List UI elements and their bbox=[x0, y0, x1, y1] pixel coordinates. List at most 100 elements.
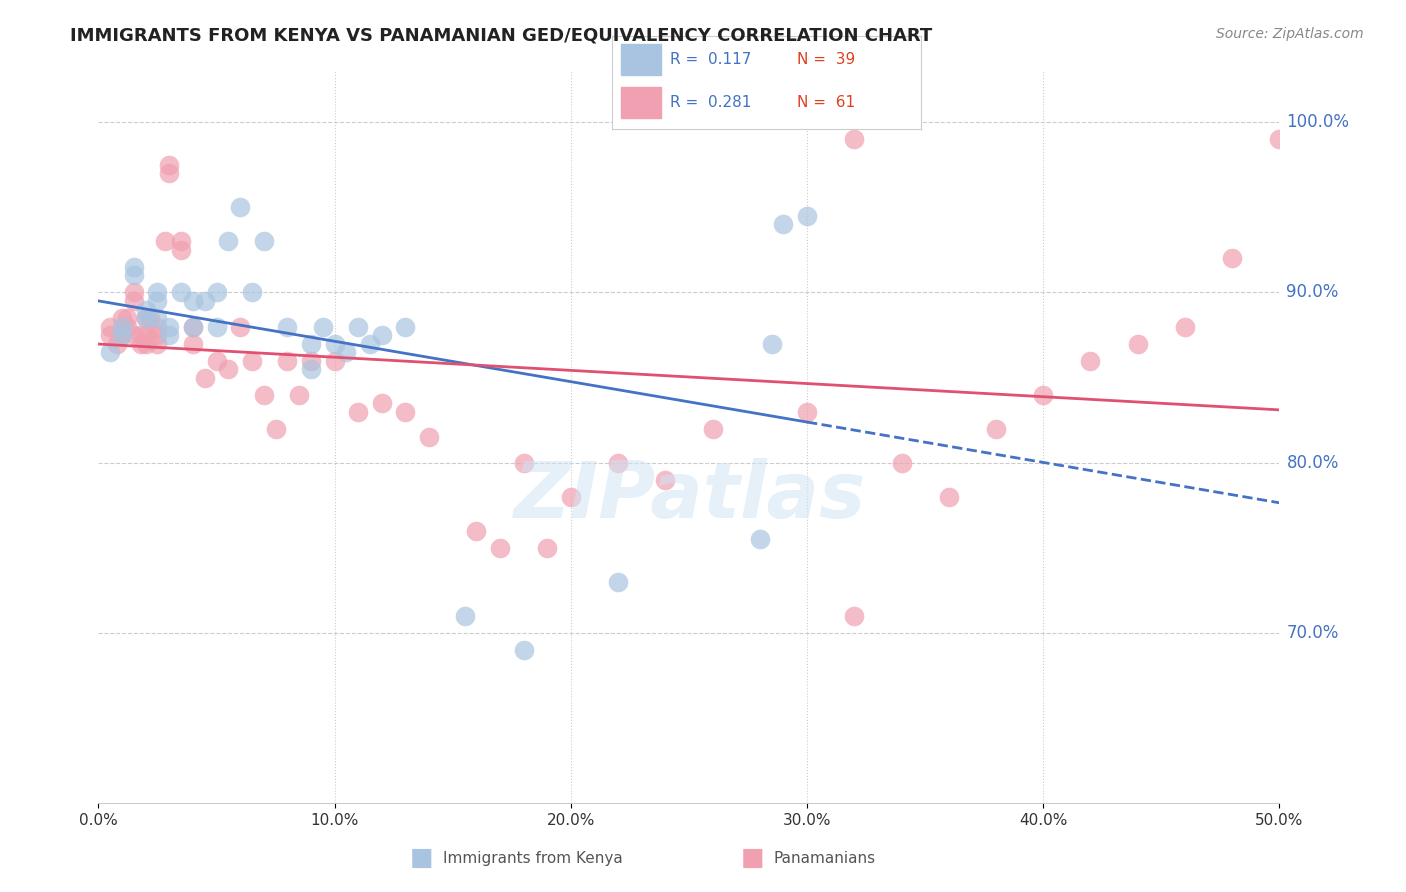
Point bbox=[371, 328, 394, 343]
Point bbox=[264, 421, 287, 435]
Point bbox=[761, 336, 783, 351]
Point bbox=[299, 362, 322, 376]
Text: ZIPatlas: ZIPatlas bbox=[513, 458, 865, 533]
Point bbox=[157, 319, 180, 334]
Text: 90.0%: 90.0% bbox=[1286, 284, 1339, 301]
Point bbox=[194, 293, 217, 308]
Point bbox=[135, 336, 157, 351]
Point bbox=[299, 336, 322, 351]
Point bbox=[984, 421, 1007, 435]
Point bbox=[122, 328, 145, 343]
Point bbox=[122, 268, 145, 283]
Point bbox=[217, 235, 239, 249]
Point bbox=[607, 574, 630, 589]
Point bbox=[129, 328, 152, 343]
Bar bbox=[621, 87, 661, 118]
Point bbox=[229, 319, 252, 334]
Point bbox=[135, 311, 157, 326]
Point bbox=[465, 524, 488, 538]
Point bbox=[153, 235, 176, 249]
Point bbox=[181, 319, 204, 334]
Text: ■: ■ bbox=[411, 847, 433, 870]
Point bbox=[205, 285, 228, 300]
Point bbox=[512, 456, 534, 470]
Text: IMMIGRANTS FROM KENYA VS PANAMANIAN GED/EQUIVALENCY CORRELATION CHART: IMMIGRANTS FROM KENYA VS PANAMANIAN GED/… bbox=[70, 27, 932, 45]
Point bbox=[359, 336, 381, 351]
Point bbox=[98, 345, 121, 359]
Point bbox=[371, 396, 394, 410]
Point bbox=[170, 235, 193, 249]
Point bbox=[135, 328, 157, 343]
Point bbox=[276, 353, 298, 368]
Point bbox=[1220, 252, 1243, 266]
Point bbox=[323, 336, 346, 351]
Point bbox=[394, 404, 416, 418]
Point bbox=[122, 293, 145, 308]
Point bbox=[181, 336, 204, 351]
Point bbox=[253, 235, 276, 249]
Point bbox=[253, 387, 276, 401]
Bar bbox=[621, 44, 661, 75]
Point bbox=[194, 370, 217, 384]
Point bbox=[135, 302, 157, 317]
Point bbox=[229, 201, 252, 215]
Point bbox=[299, 353, 322, 368]
Point bbox=[654, 473, 676, 487]
Point bbox=[560, 490, 582, 504]
Point bbox=[1080, 353, 1102, 368]
Point bbox=[122, 285, 145, 300]
Point bbox=[122, 260, 145, 274]
Point bbox=[157, 328, 180, 343]
Point bbox=[240, 353, 263, 368]
Point bbox=[1032, 387, 1054, 401]
Point bbox=[146, 285, 169, 300]
Point bbox=[205, 319, 228, 334]
Point bbox=[748, 532, 770, 546]
Point bbox=[702, 421, 724, 435]
Text: R =  0.117: R = 0.117 bbox=[671, 52, 752, 67]
Text: 100.0%: 100.0% bbox=[1286, 113, 1350, 131]
Point bbox=[938, 490, 960, 504]
Point bbox=[323, 353, 346, 368]
Point bbox=[105, 336, 128, 351]
Point bbox=[536, 541, 558, 555]
Point bbox=[146, 328, 169, 343]
Text: ■: ■ bbox=[741, 847, 763, 870]
Point bbox=[418, 430, 440, 444]
Point bbox=[844, 608, 866, 623]
Point bbox=[217, 362, 239, 376]
Point bbox=[844, 132, 866, 146]
Point bbox=[453, 608, 475, 623]
Text: 70.0%: 70.0% bbox=[1286, 624, 1339, 641]
Point bbox=[146, 311, 169, 326]
Point bbox=[139, 311, 162, 326]
Point bbox=[115, 319, 138, 334]
Point bbox=[111, 328, 134, 343]
Point bbox=[512, 642, 534, 657]
Point bbox=[1126, 336, 1149, 351]
Point bbox=[772, 218, 794, 232]
Point bbox=[111, 319, 134, 334]
Text: 80.0%: 80.0% bbox=[1286, 454, 1339, 472]
Point bbox=[98, 328, 121, 343]
Point bbox=[170, 285, 193, 300]
Text: Immigrants from Kenya: Immigrants from Kenya bbox=[443, 851, 623, 865]
Point bbox=[1268, 132, 1291, 146]
Point bbox=[205, 353, 228, 368]
Point bbox=[288, 387, 311, 401]
Point bbox=[129, 336, 152, 351]
Point bbox=[181, 319, 204, 334]
Point bbox=[111, 311, 134, 326]
Point bbox=[607, 456, 630, 470]
Point bbox=[240, 285, 263, 300]
Point bbox=[347, 319, 370, 334]
Point bbox=[276, 319, 298, 334]
Point bbox=[98, 319, 121, 334]
Point bbox=[489, 541, 512, 555]
Point bbox=[135, 311, 157, 326]
Point bbox=[146, 319, 169, 334]
Point bbox=[157, 158, 180, 172]
Point bbox=[170, 243, 193, 257]
Text: N =  61: N = 61 bbox=[797, 95, 855, 110]
Text: R =  0.281: R = 0.281 bbox=[671, 95, 752, 110]
